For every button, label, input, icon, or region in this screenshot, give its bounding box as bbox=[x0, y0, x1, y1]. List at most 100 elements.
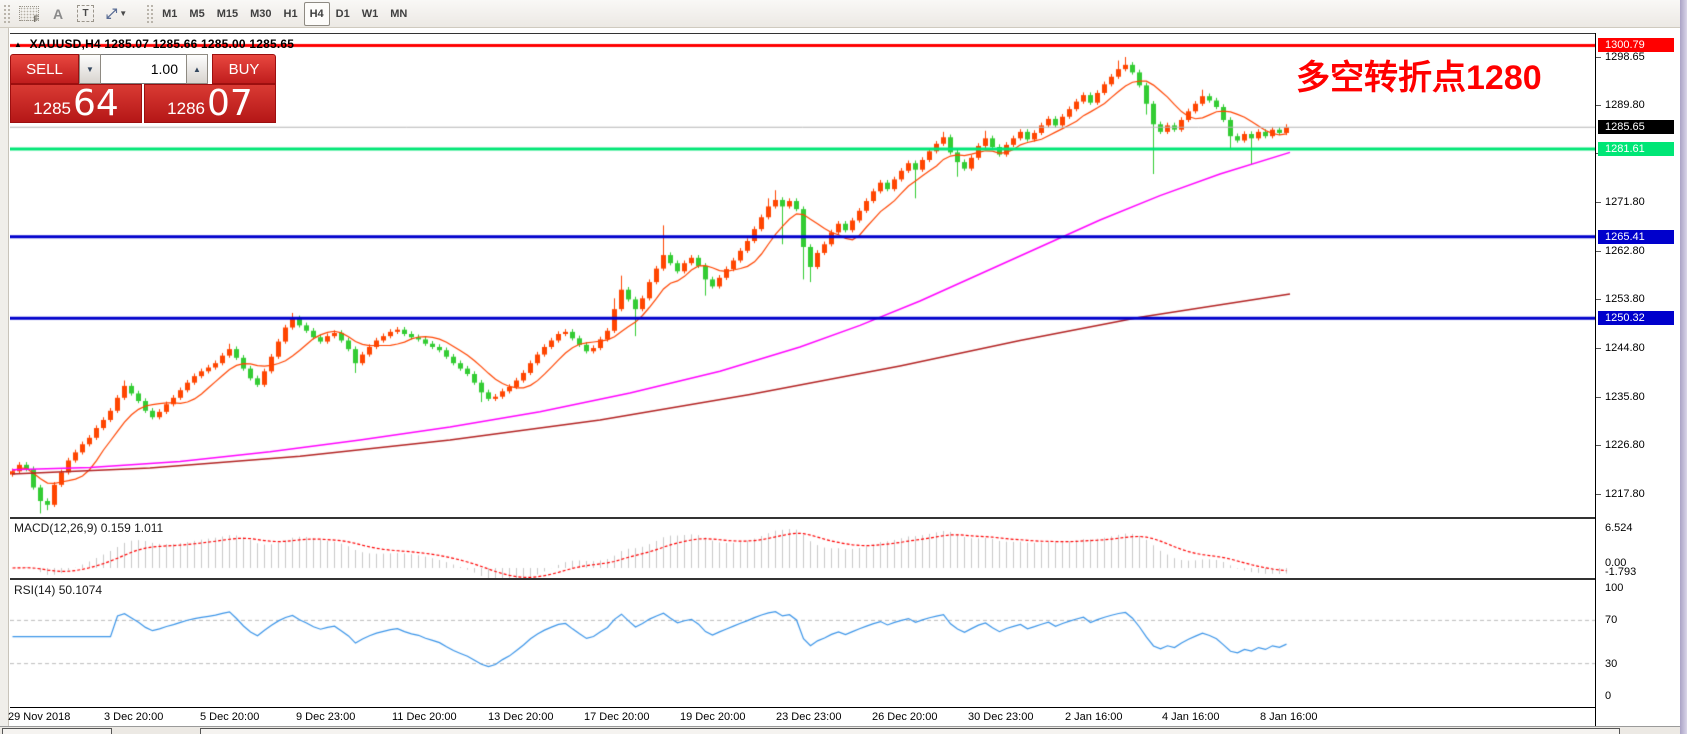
time-axis-label: 11 Dec 20:00 bbox=[392, 711, 457, 723]
price-level-badge: 1285.65 bbox=[1598, 120, 1674, 135]
price-tick-label: 1298.65 bbox=[1605, 51, 1645, 63]
price-tick-label: 1244.80 bbox=[1605, 342, 1645, 355]
timeframe-button-mn[interactable]: MN bbox=[390, 7, 408, 20]
time-axis-label: 2 Jan 16:00 bbox=[1065, 711, 1123, 723]
price-tick-label: 1226.80 bbox=[1605, 439, 1645, 452]
price-tick-mark bbox=[1596, 299, 1601, 301]
timeframe-button-h4[interactable]: H4 bbox=[303, 1, 330, 26]
text-label-button[interactable]: A bbox=[45, 2, 71, 26]
grid-f-icon: F bbox=[19, 6, 39, 24]
toolbar-grip-icon[interactable] bbox=[3, 3, 10, 24]
price-tick-mark bbox=[1596, 493, 1601, 495]
price-tick-mark bbox=[1596, 250, 1601, 252]
macd-indicator-canvas[interactable] bbox=[10, 519, 1595, 578]
price-level-badge: 1300.79 bbox=[1598, 38, 1674, 53]
chart-tab[interactable] bbox=[2, 728, 112, 734]
text-box-button[interactable]: T bbox=[71, 2, 100, 26]
timeframe-button-m5[interactable]: M5 bbox=[189, 7, 205, 20]
timeframe-button-m15[interactable]: M15 bbox=[216, 7, 239, 20]
price-tick-label: 1289.80 bbox=[1605, 98, 1645, 111]
dropdown-caret-icon: ▼ bbox=[119, 9, 128, 18]
time-axis-label: 4 Jan 16:00 bbox=[1162, 711, 1220, 723]
buy-button[interactable]: BUY bbox=[212, 54, 276, 84]
chart-symbol-period: XAUUSD,H4 bbox=[29, 37, 101, 51]
macd-current-values: 0.159 1.011 bbox=[100, 521, 164, 535]
price-axis[interactable]: 1298.651289.801280.801271.801262.801253.… bbox=[1596, 33, 1680, 726]
time-axis-label: 29 Nov 2018 bbox=[8, 711, 71, 723]
text-box-icon: T bbox=[77, 5, 94, 22]
left-edge-strip bbox=[0, 28, 9, 734]
time-axis-label: 13 Dec 20:00 bbox=[488, 711, 554, 723]
time-axis-label: 8 Jan 16:00 bbox=[1260, 711, 1318, 723]
buy-price-pips: 07 bbox=[207, 83, 253, 124]
bottom-tab-strip bbox=[0, 726, 1680, 734]
timeframe-button-w1[interactable]: W1 bbox=[361, 7, 379, 20]
price-tick-label: 1217.80 bbox=[1605, 487, 1645, 500]
rsi-panel-divider[interactable] bbox=[10, 578, 1680, 580]
indicator-axis-label: 70 bbox=[1605, 614, 1618, 626]
price-tick-label: 1262.80 bbox=[1605, 244, 1645, 257]
sell-price-display[interactable]: 1285 64 bbox=[10, 84, 142, 123]
indicator-axis-label: 100 bbox=[1605, 582, 1624, 594]
symbol-marker-icon: ▲ bbox=[14, 40, 23, 49]
timeframe-button-m1[interactable]: M1 bbox=[162, 7, 178, 20]
volume-decrease-button[interactable]: ▼ bbox=[79, 54, 101, 84]
sell-button[interactable]: SELL bbox=[10, 54, 79, 84]
top-toolbar: F A T ⤢ ▼ M1 M5 M15 M30 H1 H4 D1 W1 MN bbox=[0, 0, 1687, 28]
indicator-axis-label: 30 bbox=[1605, 658, 1618, 670]
spinner-down-icon: ▼ bbox=[86, 64, 94, 74]
arrows-tool-button[interactable]: ⤢ ▼ bbox=[100, 2, 133, 26]
price-tick-label: 1253.80 bbox=[1605, 293, 1645, 306]
macd-label: MACD(12,26,9) 0.159 1.011 bbox=[14, 521, 164, 535]
timeframe-button-h1[interactable]: H1 bbox=[283, 7, 298, 20]
price-tick-mark bbox=[1596, 202, 1601, 204]
price-tick-mark bbox=[1596, 445, 1601, 447]
time-axis-label: 17 Dec 20:00 bbox=[584, 711, 650, 723]
arrows-icon: ⤢ bbox=[106, 5, 118, 21]
price-axis-separator bbox=[1595, 33, 1596, 726]
indicator-axis-label: 0.00 bbox=[1605, 557, 1627, 569]
timeframe-toolbar: M1 M5 M15 M30 H1 H4 D1 W1 MN bbox=[156, 1, 413, 26]
macd-panel-divider[interactable] bbox=[10, 517, 1680, 519]
indicator-axis-label: 6.524 bbox=[1605, 522, 1633, 534]
time-axis[interactable]: 29 Nov 2018 3 Dec 20:00 5 Dec 20:00 9 Dec 2… bbox=[8, 707, 1595, 726]
time-axis-label: 26 Dec 20:00 bbox=[872, 711, 938, 723]
price-tick-mark bbox=[1596, 57, 1601, 58]
timeframe-toolbar-grip-icon[interactable] bbox=[146, 3, 154, 24]
time-axis-label: 5 Dec 20:00 bbox=[200, 711, 260, 723]
indicator-axis-label: 0 bbox=[1605, 690, 1612, 702]
letter-a-icon: A bbox=[52, 5, 64, 22]
volume-input[interactable] bbox=[101, 54, 186, 84]
buy-price-display[interactable]: 1286 07 bbox=[144, 84, 276, 123]
window-right-edge bbox=[1680, 0, 1687, 734]
buy-price-major: 1286 bbox=[167, 99, 205, 118]
sell-price-pips: 64 bbox=[73, 83, 119, 124]
one-click-trading-panel: SELL ▼ ▲ BUY 1285 64 1286 07 bbox=[10, 54, 276, 123]
ohlc-low: 1285.00 bbox=[201, 37, 246, 51]
pivot-annotation-text: 多空转折点1280 bbox=[1296, 59, 1542, 97]
time-axis-label: 23 Dec 23:00 bbox=[776, 711, 842, 723]
price-level-badge: 1265.41 bbox=[1598, 229, 1674, 244]
time-axis-label: 9 Dec 23:00 bbox=[296, 711, 356, 723]
time-axis-label: 3 Dec 20:00 bbox=[104, 711, 164, 723]
time-axis-label: 30 Dec 23:00 bbox=[968, 711, 1034, 723]
sell-price-major: 1285 bbox=[33, 99, 71, 118]
volume-increase-button[interactable]: ▲ bbox=[186, 54, 208, 84]
timeframe-button-d1[interactable]: D1 bbox=[335, 7, 350, 20]
price-tick-mark bbox=[1596, 396, 1601, 398]
price-tick-mark bbox=[1596, 104, 1601, 106]
chart-tab[interactable] bbox=[200, 728, 1620, 734]
time-axis-label: 19 Dec 20:00 bbox=[680, 711, 746, 723]
timeframe-button-m30[interactable]: M30 bbox=[250, 7, 272, 20]
price-level-badge: 1250.32 bbox=[1598, 311, 1674, 326]
ohlc-high: 1285.66 bbox=[152, 37, 198, 51]
ohlc-close: 1285.65 bbox=[249, 37, 295, 51]
rsi-indicator-canvas[interactable] bbox=[10, 580, 1595, 707]
chart-title: ▲ XAUUSD,H4 1285.07 1285.66 1285.00 1285… bbox=[14, 37, 294, 51]
indicator-axis-label: -1.793 bbox=[1605, 566, 1637, 578]
rsi-label: RSI(14) 50.1074 bbox=[14, 583, 103, 597]
price-tick-label: 1271.80 bbox=[1605, 196, 1645, 209]
ohlc-open: 1285.07 bbox=[104, 37, 150, 51]
grid-properties-button[interactable]: F bbox=[13, 2, 45, 26]
